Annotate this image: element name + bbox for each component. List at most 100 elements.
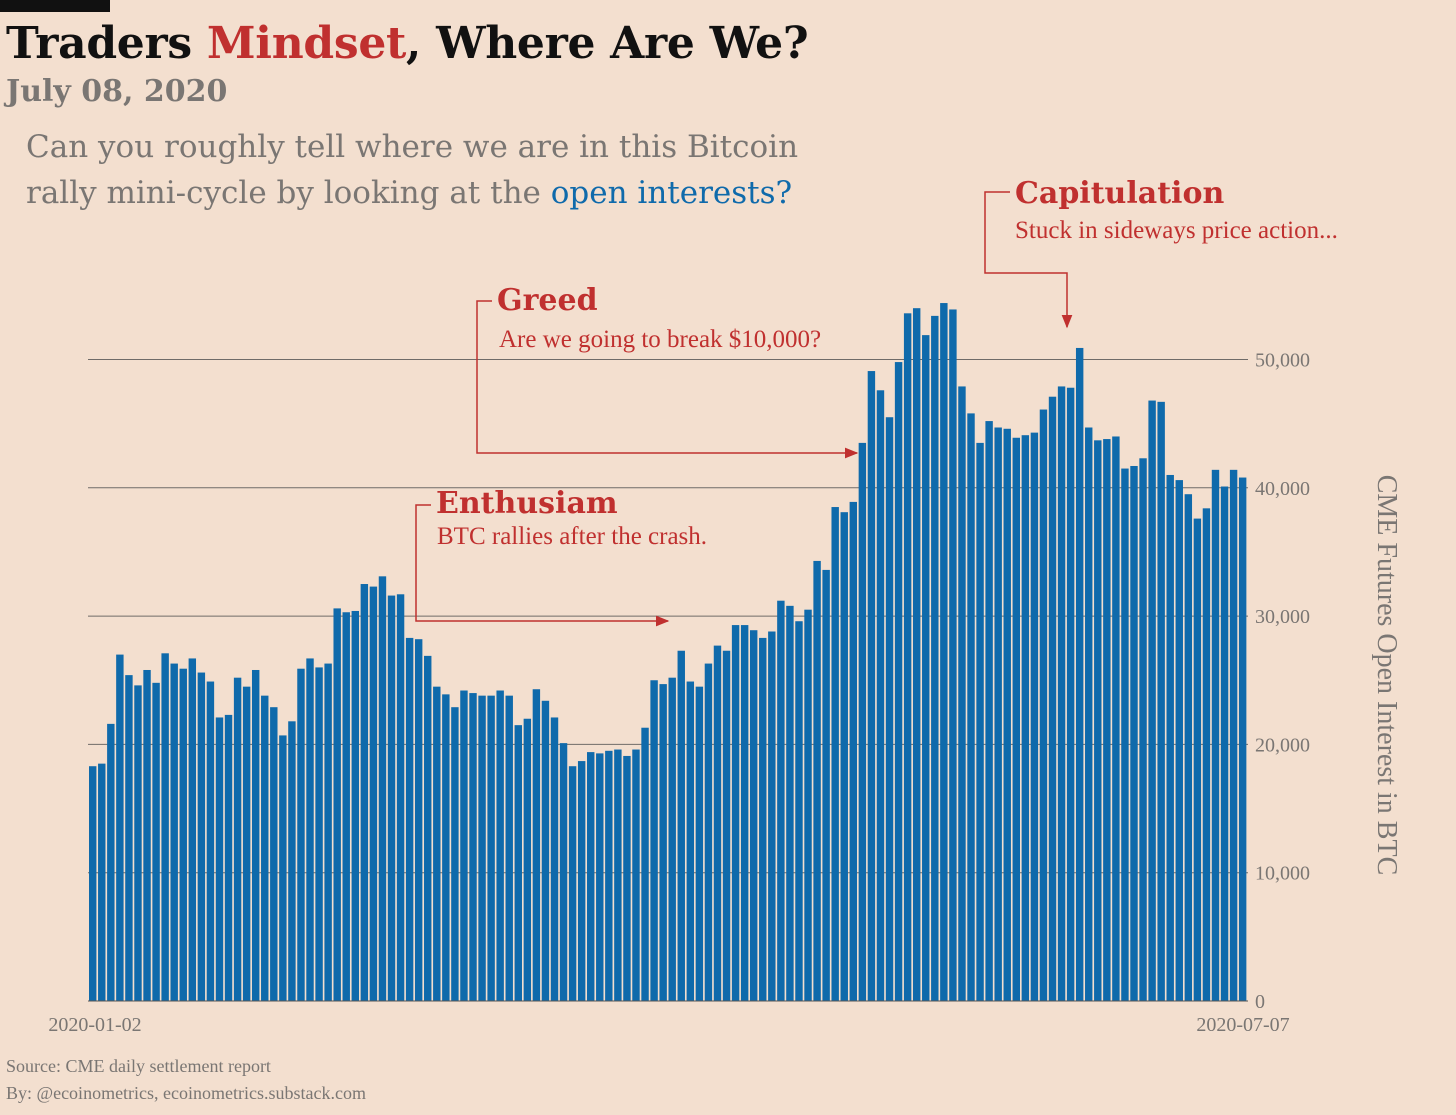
bar xyxy=(306,658,314,1001)
bar xyxy=(1139,458,1147,1001)
bar xyxy=(740,625,749,1001)
bar xyxy=(107,723,115,1001)
bar xyxy=(1112,436,1120,1002)
bar xyxy=(1238,477,1247,1001)
bar xyxy=(1021,435,1030,1001)
bar xyxy=(804,609,812,1001)
bar xyxy=(143,669,151,1001)
bar xyxy=(215,717,224,1001)
bar xyxy=(242,686,251,1001)
bar xyxy=(813,560,821,1001)
bar xyxy=(605,750,613,1001)
bar xyxy=(632,749,640,1001)
chart-subtitle: Can you roughly tell where we are in thi… xyxy=(26,124,826,216)
bar xyxy=(885,417,894,1002)
bar xyxy=(1193,518,1202,1001)
byline: By: @ecoinometrics, ecoinometrics.substa… xyxy=(6,1083,366,1103)
y-tick-label: 10,000 xyxy=(1255,863,1310,885)
bar xyxy=(831,507,839,1001)
bar xyxy=(360,584,369,1001)
bar xyxy=(387,595,396,1001)
bar xyxy=(134,685,142,1001)
bar xyxy=(577,761,586,1001)
bar xyxy=(894,362,903,1001)
y-tick-label: 40,000 xyxy=(1255,478,1310,500)
bar xyxy=(668,677,676,1001)
bar xyxy=(179,668,187,1001)
bar xyxy=(1057,386,1066,1001)
bar xyxy=(1066,387,1075,1002)
bar xyxy=(623,755,631,1001)
bar xyxy=(478,695,486,1001)
bar xyxy=(541,700,550,1001)
bar xyxy=(840,512,848,1001)
bar xyxy=(270,707,278,1001)
bar xyxy=(1094,440,1102,1002)
bar xyxy=(759,637,767,1001)
bar xyxy=(1166,474,1174,1002)
bar xyxy=(550,717,559,1001)
y-tick-label: 50,000 xyxy=(1255,350,1310,372)
bar xyxy=(1075,347,1084,1001)
bar xyxy=(206,681,215,1001)
subtitle-accent: open interests? xyxy=(550,175,793,211)
bar xyxy=(424,655,432,1001)
bar xyxy=(713,645,722,1001)
bar xyxy=(559,743,568,1001)
enthusiam-arrow xyxy=(415,504,670,627)
bar xyxy=(1030,432,1039,1001)
chart-date: July 08, 2020 xyxy=(6,74,228,109)
bar xyxy=(722,650,731,1001)
enthusiam-title: Enthusiam xyxy=(436,486,618,521)
bar xyxy=(1157,401,1165,1002)
subtitle-main: Can you roughly tell where we are in thi… xyxy=(26,129,799,211)
y-tick-label: 30,000 xyxy=(1255,606,1310,628)
bar xyxy=(1003,428,1011,1001)
bar xyxy=(496,690,504,1001)
bar xyxy=(822,569,830,1001)
bar xyxy=(324,663,332,1001)
bar xyxy=(786,605,794,1001)
bar xyxy=(233,677,242,1001)
bar xyxy=(1220,486,1229,1001)
bar xyxy=(396,594,405,1001)
bar xyxy=(433,686,441,1001)
bar xyxy=(351,610,360,1001)
bar xyxy=(188,658,197,1001)
bar xyxy=(686,681,695,1001)
bar xyxy=(985,421,993,1002)
title-part-1: Traders xyxy=(6,18,207,69)
title-accent: Mindset xyxy=(206,18,407,69)
bar xyxy=(451,707,459,1001)
bar xyxy=(976,442,984,1001)
bar xyxy=(487,695,495,1001)
bar xyxy=(369,586,378,1001)
y-tick-labels: 0 10,000 20,000 30,000 40,000 50,000 xyxy=(1255,350,1310,1014)
bar xyxy=(251,669,260,1001)
bar xyxy=(768,631,776,1001)
greed-arrow xyxy=(476,300,859,459)
bar xyxy=(1130,465,1138,1001)
bar xyxy=(378,576,387,1001)
bars xyxy=(89,303,1247,1002)
greed-title: Greed xyxy=(497,283,598,318)
title-part-2: , Where Are We? xyxy=(406,18,809,69)
capitulation-title: Capitulation xyxy=(1015,176,1224,211)
y-tick-label: 0 xyxy=(1255,991,1265,1013)
bar xyxy=(704,663,713,1001)
bar xyxy=(858,442,867,1001)
bar xyxy=(1121,468,1129,1001)
bar xyxy=(659,684,667,1001)
bar xyxy=(867,371,876,1001)
bar xyxy=(1211,469,1220,1002)
bar xyxy=(161,653,169,1001)
bar xyxy=(695,686,704,1001)
bar xyxy=(460,690,468,1001)
bar xyxy=(532,689,541,1001)
enthusiam-text: BTC rallies after the crash. xyxy=(437,523,707,550)
bar xyxy=(288,721,296,1001)
bar xyxy=(315,667,323,1001)
bar xyxy=(1175,480,1183,1002)
bar xyxy=(677,650,685,1001)
bar xyxy=(587,752,595,1001)
